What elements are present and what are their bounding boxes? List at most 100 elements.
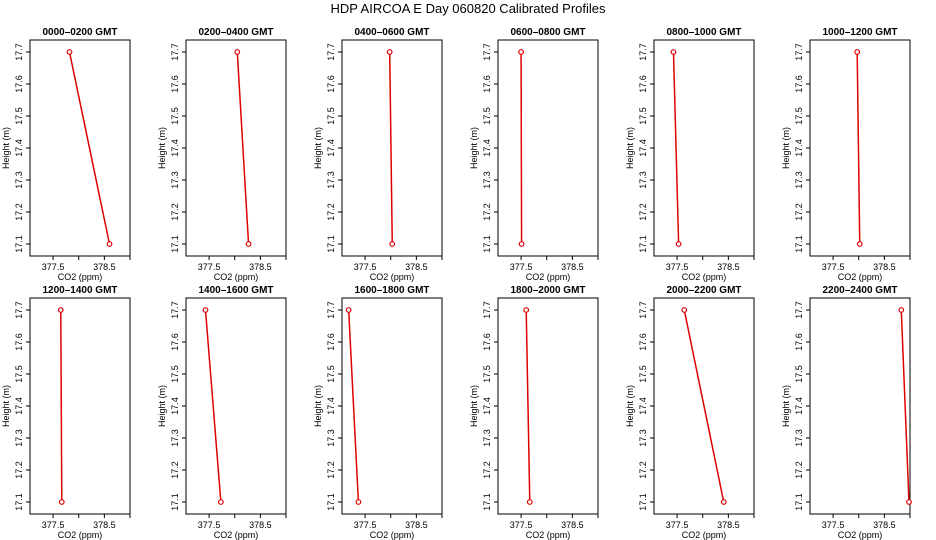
y-axis-label: Height (m) — [469, 385, 479, 427]
y-tick-label: 17.1 — [326, 235, 336, 253]
y-tick-label: 17.5 — [638, 107, 648, 125]
y-tick-label: 17.3 — [794, 429, 804, 447]
y-axis-label: Height (m) — [469, 127, 479, 169]
profile-point — [681, 307, 688, 313]
profile-point — [389, 241, 396, 247]
y-tick-label: 17.5 — [326, 365, 336, 383]
profile-line — [520, 51, 523, 245]
profile-line — [672, 51, 680, 245]
profile-point — [720, 499, 727, 505]
x-tick-label: 377.5 — [42, 520, 65, 530]
y-tick-label: 17.6 — [326, 75, 336, 93]
profile-line — [60, 309, 63, 503]
profile-point — [518, 241, 525, 247]
profile-point — [345, 307, 352, 313]
y-tick-label: 17.1 — [482, 235, 492, 253]
y-tick-label: 17.1 — [14, 235, 24, 253]
x-tick-label: 377.5 — [354, 520, 377, 530]
y-tick-label: 17.3 — [14, 429, 24, 447]
y-tick-label: 17.1 — [14, 493, 24, 511]
profile-point — [856, 241, 863, 247]
y-tick-label: 17.3 — [638, 171, 648, 189]
y-tick-label: 17.2 — [794, 461, 804, 479]
y-tick-label: 17.2 — [326, 461, 336, 479]
y-tick-label: 17.4 — [326, 397, 336, 415]
y-tick-label: 17.7 — [794, 301, 804, 319]
y-tick-label: 17.5 — [14, 107, 24, 125]
panel-title: 0800–1000 GMT — [666, 27, 741, 38]
profile-line — [525, 309, 531, 503]
y-tick-label: 17.4 — [170, 397, 180, 415]
y-axis-label: Height (m) — [157, 127, 167, 169]
x-tick-label: 378.5 — [717, 520, 740, 530]
profile-point — [675, 241, 682, 247]
profile-point — [898, 307, 905, 313]
x-tick-label: 378.5 — [249, 262, 272, 272]
y-tick-label: 17.7 — [326, 43, 336, 61]
y-tick-label: 17.4 — [482, 397, 492, 415]
panel-title: 1400–1600 GMT — [198, 285, 273, 296]
x-tick-label: 378.5 — [93, 520, 116, 530]
y-tick-label: 17.1 — [638, 235, 648, 253]
profile-point — [355, 499, 362, 505]
y-tick-label: 17.4 — [326, 139, 336, 157]
y-tick-label: 17.2 — [638, 203, 648, 221]
y-tick-label: 17.7 — [482, 301, 492, 319]
plot-frame — [185, 39, 287, 257]
y-tick-label: 17.5 — [326, 107, 336, 125]
y-tick-label: 17.3 — [170, 171, 180, 189]
x-axis-label: CO2 (ppm) — [370, 530, 415, 540]
x-tick-label: 377.5 — [510, 520, 533, 530]
y-tick-label: 17.5 — [14, 365, 24, 383]
plot-frame — [497, 297, 599, 515]
x-axis-label: CO2 (ppm) — [214, 272, 259, 282]
y-tick-label: 17.4 — [638, 397, 648, 415]
x-tick-label: 377.5 — [666, 262, 689, 272]
y-tick-label: 17.6 — [482, 333, 492, 351]
y-tick-label: 17.3 — [326, 429, 336, 447]
x-tick-label: 378.5 — [873, 262, 896, 272]
y-tick-label: 17.6 — [638, 75, 648, 93]
y-tick-label: 17.2 — [794, 203, 804, 221]
y-tick-label: 17.6 — [326, 333, 336, 351]
panel-title: 1000–1200 GMT — [822, 27, 897, 38]
y-tick-label: 17.7 — [14, 301, 24, 319]
y-tick-label: 17.1 — [638, 493, 648, 511]
x-tick-label: 377.5 — [42, 262, 65, 272]
plot-frame — [809, 297, 911, 515]
x-tick-label: 377.5 — [198, 520, 221, 530]
y-tick-label: 17.7 — [326, 301, 336, 319]
profile-point — [58, 499, 65, 505]
panel-title: 0400–0600 GMT — [354, 27, 429, 38]
y-tick-label: 17.2 — [170, 203, 180, 221]
x-tick-label: 377.5 — [666, 520, 689, 530]
y-tick-label: 17.5 — [482, 107, 492, 125]
y-tick-label: 17.3 — [482, 171, 492, 189]
profile-point — [106, 241, 113, 247]
figure-title: HDP AIRCOA E Day 060820 Calibrated Profi… — [330, 1, 606, 16]
y-tick-label: 17.4 — [482, 139, 492, 157]
plot-frame — [29, 39, 131, 257]
y-tick-label: 17.4 — [638, 139, 648, 157]
profile-line — [347, 309, 360, 503]
y-tick-label: 17.3 — [482, 429, 492, 447]
profile-line — [856, 51, 861, 245]
x-axis-label: CO2 (ppm) — [682, 272, 727, 282]
profile-line — [388, 51, 394, 245]
y-axis-label: Height (m) — [625, 127, 635, 169]
y-tick-label: 17.7 — [794, 43, 804, 61]
profile-point — [202, 307, 209, 313]
y-tick-label: 17.2 — [638, 461, 648, 479]
y-tick-label: 17.2 — [170, 461, 180, 479]
y-tick-label: 17.6 — [794, 333, 804, 351]
y-tick-label: 17.3 — [14, 171, 24, 189]
y-axis-label: Height (m) — [157, 385, 167, 427]
